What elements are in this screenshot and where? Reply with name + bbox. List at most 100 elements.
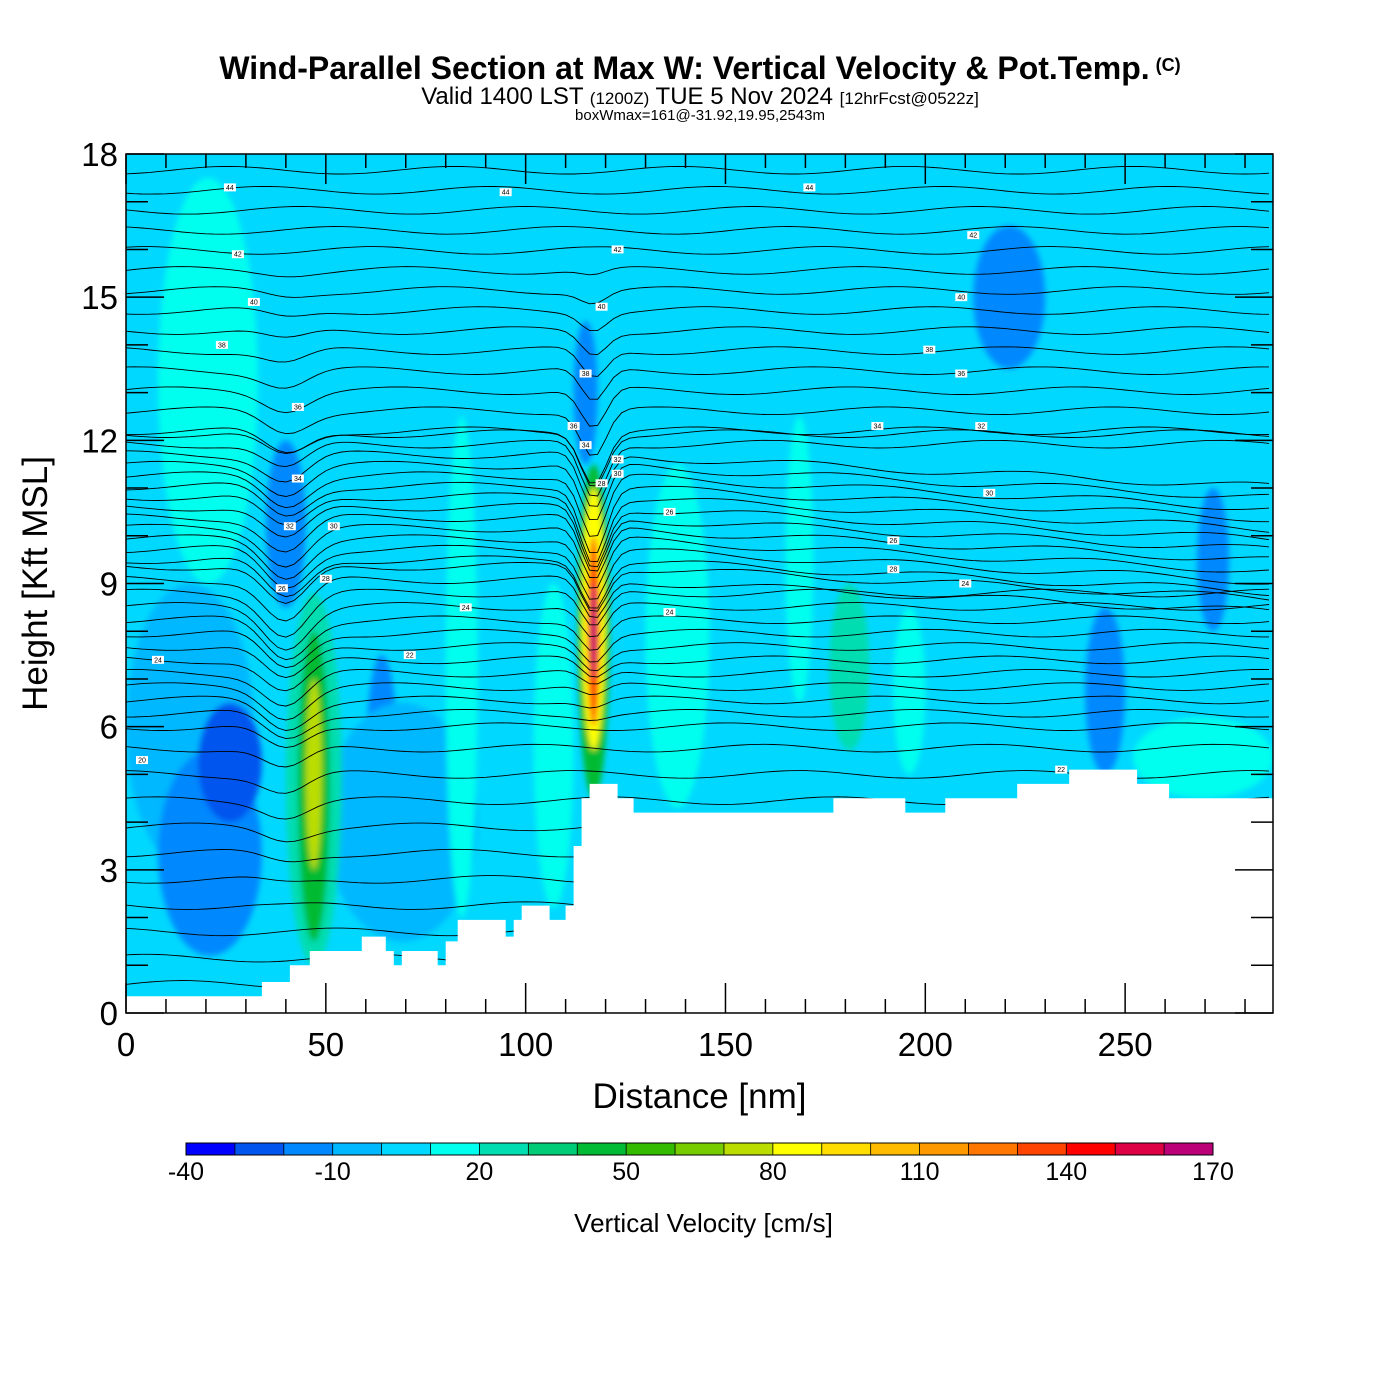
velocity-feature-18 [785, 416, 814, 703]
x-tick-label-150: 150 [698, 1026, 753, 1063]
contour-label-30: 28 [598, 481, 606, 488]
contour-label-5: 26 [278, 586, 286, 593]
contour-label-bg-25 [579, 441, 592, 450]
isentrope-line-48 [126, 186, 1270, 195]
isentrope-line-14 [126, 668, 1270, 707]
contour-label-25: 34 [582, 443, 590, 450]
x-axis-title: Distance [nm] [593, 1077, 807, 1116]
axis-ticks [125, 153, 1273, 1014]
isentrope-line-21 [126, 575, 1270, 622]
isentrope-line-27 [126, 513, 1270, 572]
colorbar-swatch-17 [1017, 1143, 1067, 1155]
contour-label-bg-18 [967, 231, 980, 240]
colorbar-label-170: 170 [1192, 1158, 1234, 1186]
colorbar-swatch-19 [1115, 1143, 1165, 1155]
contour-label-bg-11 [215, 340, 228, 349]
colorbar-label-110: 110 [900, 1158, 940, 1186]
isentrope-line-42 [126, 306, 1270, 332]
contour-label-28: 32 [614, 457, 622, 464]
isentrope-line-23 [126, 555, 1270, 609]
contour-label-bg-10 [291, 402, 304, 411]
contour-label-bg-4 [403, 651, 416, 660]
y-tick-label-12: 12 [81, 422, 118, 459]
isentrope-line-35 [126, 429, 1270, 487]
isentrope-line-9 [126, 743, 1270, 768]
colorbar-swatch-6 [479, 1143, 529, 1155]
velocity-feature-22 [1085, 607, 1126, 775]
colorbar-title: Vertical Velocity [cm/s] [574, 1208, 833, 1238]
contour-label-21: 38 [582, 371, 590, 378]
contour-label-7: 32 [286, 524, 294, 531]
contour-labels: 20 24 24 26 22 26 28 32 30 34 36 38 40 42 44 44 44 42 42 40… [135, 183, 1068, 774]
isentrope-line-34 [126, 439, 1270, 497]
velocity-feature-19 [829, 583, 870, 751]
copyright-mark: (C) [1155, 55, 1181, 75]
contour-label-0: 20 [138, 758, 146, 765]
colorbar-label-80: 80 [759, 1158, 787, 1186]
y-tick-label-0: 0 [100, 995, 118, 1032]
contour-label-bg-24 [567, 422, 580, 431]
title-main: Wind-Parallel Section at Max W: Vertical… [219, 50, 1150, 86]
contour-label-bg-15 [499, 188, 512, 197]
isentrope-line-22 [126, 562, 1270, 612]
contour-label-29: 30 [614, 471, 622, 478]
contour-label-18: 42 [969, 233, 977, 240]
isentrope-line-45 [126, 246, 1270, 255]
valid-time-local: Valid 1400 LST [421, 83, 584, 110]
forecast-info: [12hrFcst@0522z] [839, 89, 979, 108]
contour-label-bg-1 [151, 655, 164, 664]
colorbar-swatch-16 [968, 1143, 1018, 1155]
box-wmax-label: boxWmax=161@-31.92,19.95,2543m [575, 107, 825, 124]
y-tick-label-6: 6 [100, 709, 118, 746]
contour-label-26: 34 [873, 424, 881, 431]
isentrope-line-37 [126, 406, 1270, 456]
contour-label-bg-9 [291, 474, 304, 483]
contour-label-8: 30 [330, 524, 338, 531]
contour-label-33: 28 [889, 567, 897, 574]
contour-label-bg-6 [319, 574, 332, 583]
y-axis-title: Height [Kft MSL] [16, 456, 55, 711]
contour-label-4: 22 [406, 653, 414, 660]
isentrope-line-15 [126, 655, 1270, 692]
velocity-feature-17 [645, 464, 710, 808]
contour-label-10: 36 [294, 404, 302, 411]
contour-label-9: 34 [294, 476, 302, 483]
isentrope-line-43 [126, 286, 1270, 305]
y-tick-label-3: 3 [100, 852, 118, 889]
x-tick-label-0: 0 [117, 1026, 135, 1063]
colorbar-swatch-0 [186, 1143, 236, 1155]
isentrope-line-19 [126, 602, 1270, 651]
isentrope-line-41 [126, 326, 1270, 356]
x-tick-label-250: 250 [1098, 1026, 1153, 1063]
colorbar-label-20: 20 [466, 1158, 494, 1186]
isentrope-line-50 [287, 154, 1227, 155]
velocity-feature-9 [157, 177, 258, 584]
contour-label-bg-23 [955, 369, 968, 378]
y-tick-label-18: 18 [81, 136, 118, 173]
contour-label-17: 42 [614, 247, 622, 254]
colorbar-swatch-2 [283, 1143, 334, 1155]
contour-label-bg-28 [611, 455, 624, 464]
contour-label-bg-35 [663, 608, 676, 617]
contour-label-bg-3 [663, 507, 676, 516]
velocity-feature-11 [533, 583, 574, 909]
isentrope-line-46 [126, 226, 1270, 235]
velocity-feature-8 [305, 678, 322, 870]
isentrope-line-36 [126, 426, 1270, 484]
contour-label-27: 32 [977, 424, 985, 431]
colorbar-swatch-4 [381, 1143, 432, 1155]
isentrope-line-47 [126, 206, 1270, 215]
colorbar-label--10: -10 [315, 1158, 351, 1186]
isentrope-line-32 [126, 460, 1270, 521]
colorbar: -40 -10 20 50 80 110 140 170 Vertical Velocity [… [168, 1142, 1234, 1238]
isentrope-line-18 [126, 615, 1270, 661]
plot-area: 20 24 24 26 22 26 28 32 30 34 36 38 40 42 44 44 44 42 42 40… [126, 154, 1273, 1013]
colorbar-swatch-13 [821, 1143, 872, 1155]
valid-time-utc: (1200Z) [589, 89, 650, 108]
contour-label-bg-36 [1055, 765, 1068, 774]
contour-label-bg-0 [135, 756, 148, 765]
colorbar-label-140: 140 [1045, 1158, 1087, 1186]
isentrope-line-25 [126, 534, 1270, 589]
isentrope-line-38 [126, 386, 1270, 427]
valid-date: TUE 5 Nov 2024 [655, 83, 833, 110]
